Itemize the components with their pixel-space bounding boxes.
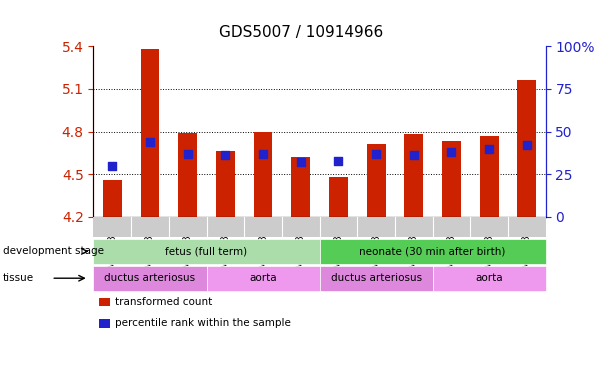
Bar: [178, 133, 197, 217]
Point: [145, 139, 155, 145]
Point: [296, 159, 306, 166]
Point: [371, 151, 381, 157]
Text: aorta: aorta: [249, 273, 277, 283]
Point: [484, 146, 494, 152]
Bar: [367, 144, 385, 217]
Point: [221, 152, 230, 159]
Bar: [405, 134, 423, 217]
Text: GDS5007 / 10914966: GDS5007 / 10914966: [219, 25, 384, 40]
Bar: [291, 157, 310, 217]
Text: neonate (30 min after birth): neonate (30 min after birth): [359, 246, 506, 257]
Text: percentile rank within the sample: percentile rank within the sample: [115, 318, 291, 328]
Bar: [103, 180, 122, 217]
Text: development stage: development stage: [3, 246, 104, 257]
Point: [258, 151, 268, 157]
Point: [522, 142, 532, 148]
Text: ductus arteriosus: ductus arteriosus: [330, 273, 421, 283]
Text: aorta: aorta: [475, 273, 503, 283]
Bar: [517, 80, 536, 217]
Text: transformed count: transformed count: [115, 297, 212, 307]
Point: [183, 151, 192, 157]
Bar: [254, 132, 273, 217]
Bar: [216, 151, 235, 217]
Bar: [140, 49, 159, 217]
Text: tissue: tissue: [3, 273, 34, 283]
Bar: [329, 177, 348, 217]
Point: [447, 149, 456, 155]
Point: [107, 162, 117, 169]
Point: [409, 152, 418, 159]
Point: [333, 157, 343, 164]
Bar: [480, 136, 499, 217]
Text: ductus arteriosus: ductus arteriosus: [104, 273, 195, 283]
Bar: [442, 141, 461, 217]
Text: fetus (full term): fetus (full term): [165, 246, 248, 257]
